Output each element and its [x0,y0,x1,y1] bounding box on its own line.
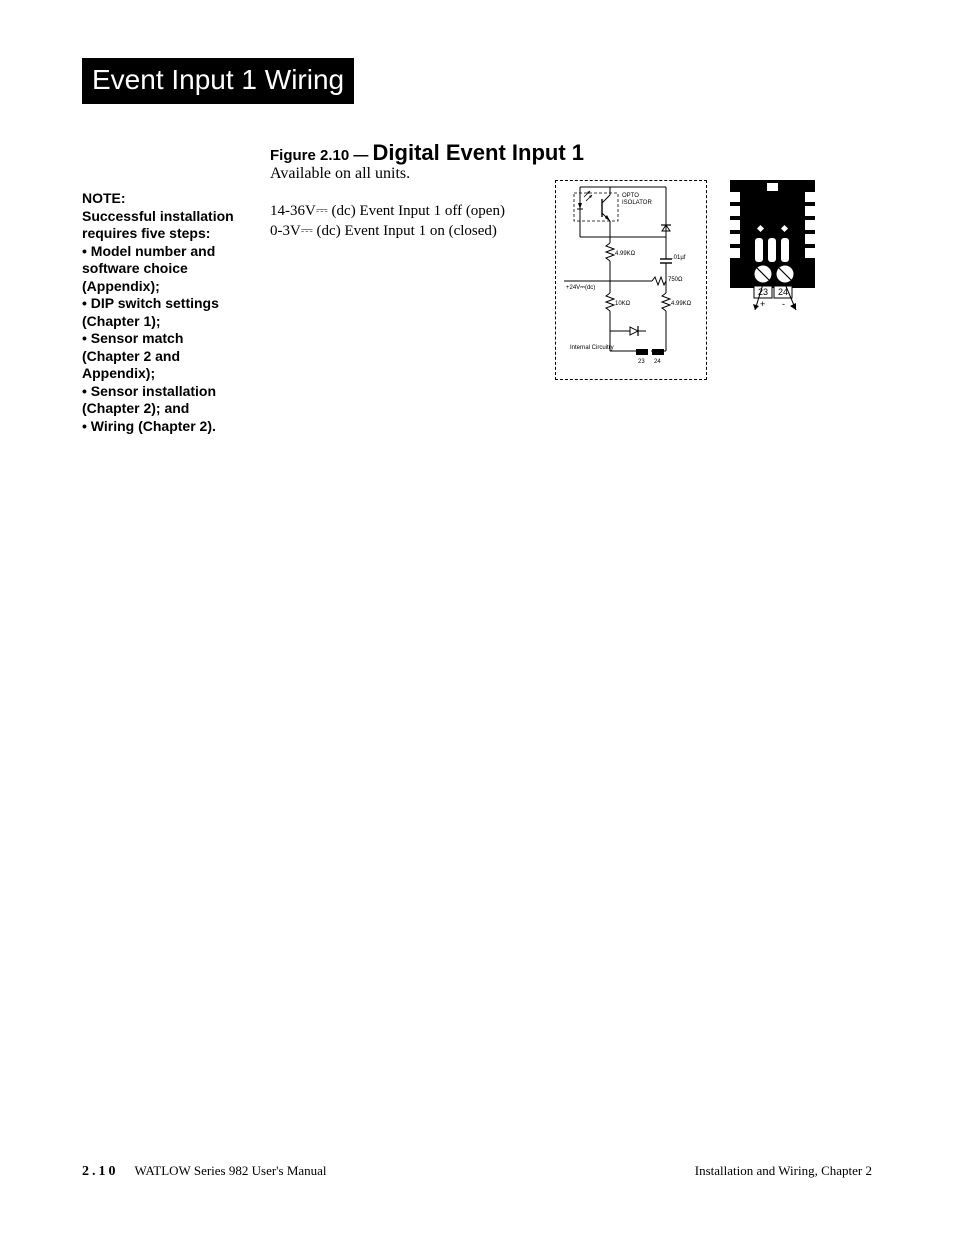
note-item-3: • Sensor installation (Chapter 2); and [82,383,216,417]
label-c1: .01µf [672,255,686,261]
note-heading: NOTE: [82,190,126,206]
terminal-sign-minus: - [782,299,785,309]
figure-availability: Available on all units. [270,165,410,183]
spec-off: 14-36V⎓ (dc) Event Input 1 off (open) [270,203,505,219]
note-item-2: • Sensor match (Chapter 2 and Appendix); [82,330,183,381]
figure-specs: 14-36V⎓ (dc) Event Input 1 off (open) 0-… [270,202,505,241]
note-block: NOTE: Successful installation requires f… [82,190,242,435]
note-item-1: • DIP switch settings (Chapter 1); [82,295,219,329]
label-opto: OPTOISOLATOR [622,193,652,206]
footer-manual-name: WATLOW Series 982 User's Manual [135,1163,327,1178]
label-r1: 4.99KΩ [615,251,636,257]
circuit-diagram: OPTOISOLATOR 4.99KΩ .01µf 750Ω [555,180,707,380]
figure-number: Figure 2.10 — [270,147,373,164]
spec-on: 0-3V⎓ (dc) Event Input 1 on (closed) [270,223,497,239]
figure-heading: Figure 2.10 — Digital Event Input 1 [270,140,584,166]
terminal-block-diagram: 23 24 + - [730,180,815,310]
page-title: Event Input 1 Wiring [82,58,354,104]
page-number: 2.10 [82,1164,119,1179]
label-r2: 750Ω [668,277,683,283]
circuit-term-23: 23 [638,359,645,365]
note-intro: Successful installation requires five st… [82,208,234,242]
note-item-4: • Wiring (Chapter 2). [82,418,216,434]
note-item-0: • Model number and software choice (Appe… [82,243,215,294]
figure-title: Digital Event Input 1 [373,140,584,165]
label-r3: 10KΩ [615,301,631,307]
label-vref: +24V⎓(dc) [566,285,595,291]
label-internal-circuitry: Internal Circuitry [570,345,614,351]
page-footer: 2.10 WATLOW Series 982 User's Manual Ins… [82,1163,872,1180]
terminal-sign-plus: + [760,299,765,309]
footer-chapter: Installation and Wiring, Chapter 2 [695,1163,872,1179]
circuit-term-24: 24 [654,359,661,365]
label-r4: 4.99KΩ [671,301,692,307]
